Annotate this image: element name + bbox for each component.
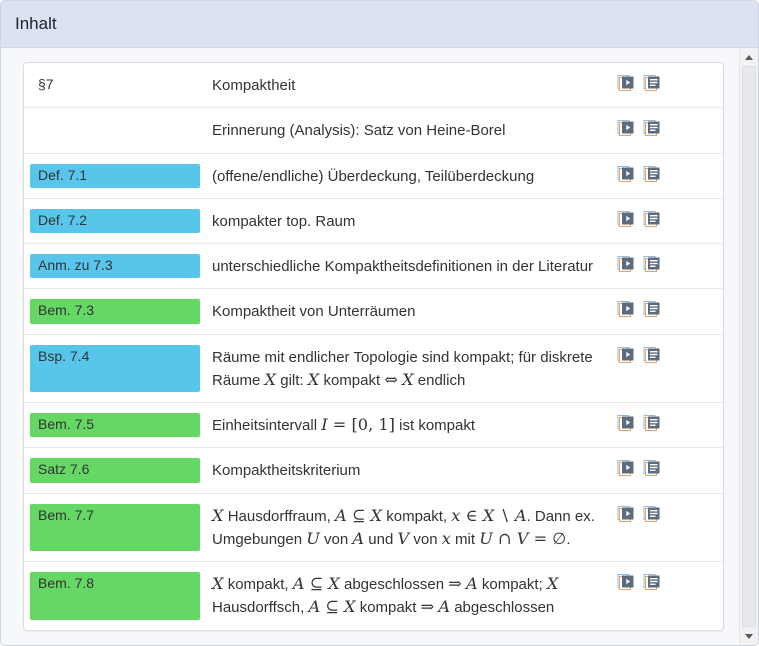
- item-badge: [30, 118, 200, 142]
- list-item: Erinnerung (Analysis): Satz von Heine-Bo…: [24, 108, 723, 154]
- video-pages-icon[interactable]: [617, 75, 634, 91]
- notes-pages-icon[interactable]: [643, 505, 660, 522]
- notes-pages-icon[interactable]: [643, 120, 660, 137]
- scrollbar-thumb[interactable]: [742, 66, 756, 627]
- panel-header: Inhalt: [1, 1, 758, 48]
- item-label: Satz 7.6: [38, 461, 90, 478]
- list-item: Bem. 7.5 Einheitsintervall I = [0, 1] is…: [24, 403, 723, 449]
- list-item: Bsp. 7.4 Räume mit endlicher Topologie s…: [24, 335, 723, 403]
- item-description: Räume mit endlicher Topologie sind kompa…: [212, 348, 593, 389]
- item-badge: Satz 7.6: [30, 458, 200, 483]
- item-badge: Def. 7.2: [30, 208, 200, 233]
- item-description: X kompakt, A ⊆ X abgeschlossen ⇒ A kompa…: [212, 574, 559, 617]
- item-description: Kompaktheitskriterium: [212, 462, 361, 480]
- item-label: Def. 7.1: [38, 166, 88, 183]
- item-badge: §7: [30, 73, 200, 97]
- notes-pages-icon[interactable]: [643, 165, 660, 182]
- scroll-content: §7 Kompaktheit: [1, 48, 739, 645]
- item-description: Erinnerung (Analysis): Satz von Heine-Bo…: [212, 122, 506, 140]
- item-actions: [617, 164, 660, 182]
- item-badge: Anm. zu 7.3: [30, 254, 200, 279]
- video-pages-icon[interactable]: [617, 574, 634, 590]
- scroll-up-button[interactable]: [740, 49, 758, 65]
- vertical-scrollbar[interactable]: [739, 48, 758, 645]
- item-badge: Bsp. 7.4: [30, 344, 200, 392]
- item-actions: [617, 458, 660, 477]
- notes-pages-icon[interactable]: [643, 460, 660, 477]
- list-item: Def. 7.2 kompakter top. Raum: [24, 199, 723, 244]
- notes-pages-icon[interactable]: [643, 415, 660, 431]
- item-label: Anm. zu 7.3: [38, 257, 113, 273]
- item-description: Einheitsintervall I = [0, 1] ist kompakt: [212, 415, 476, 434]
- list-item: Anm. zu 7.3 unterschiedliche Kompaktheit…: [24, 244, 723, 290]
- item-badge: Def. 7.1: [30, 163, 200, 188]
- item-badge: Bem. 7.5: [30, 413, 200, 438]
- toc-list: §7 Kompaktheit: [23, 62, 724, 631]
- video-pages-icon[interactable]: [617, 460, 634, 477]
- item-label: Def. 7.2: [38, 211, 88, 228]
- item-actions: [617, 118, 660, 137]
- item-badge: Bem. 7.8: [30, 572, 200, 620]
- arrow-up-icon: [745, 54, 753, 60]
- list-item: Def. 7.1 (offene/endliche) Überdeckung, …: [24, 154, 723, 199]
- item-description: Kompaktheit von Unterräumen: [212, 303, 416, 321]
- video-pages-icon[interactable]: [617, 301, 634, 318]
- item-actions: [617, 345, 660, 363]
- item-description: (offene/endliche) Überdeckung, Teilüberd…: [212, 167, 535, 185]
- video-pages-icon[interactable]: [617, 346, 634, 363]
- scroll-down-button[interactable]: [740, 628, 758, 644]
- item-actions: [617, 413, 660, 431]
- item-label: §7: [38, 76, 54, 92]
- list-item: §7 Kompaktheit: [24, 63, 723, 109]
- item-label: Bem. 7.8: [38, 575, 95, 591]
- video-pages-icon[interactable]: [617, 505, 634, 522]
- item-label: Bem. 7.3: [38, 302, 95, 319]
- list-item: Satz 7.6 Kompaktheitskriterium: [24, 448, 723, 494]
- item-actions: [617, 504, 660, 522]
- item-badge: Bem. 7.3: [30, 299, 200, 324]
- notes-pages-icon[interactable]: [643, 346, 660, 363]
- item-label: Bem. 7.5: [38, 416, 95, 432]
- video-pages-icon[interactable]: [617, 120, 634, 137]
- list-item: Bem. 7.8 X kompakt, A ⊆ X abgeschlossen …: [24, 562, 723, 630]
- item-label: Bem. 7.7: [38, 506, 95, 523]
- item-actions: [617, 209, 660, 227]
- arrow-down-icon: [745, 633, 753, 639]
- notes-pages-icon[interactable]: [643, 574, 660, 590]
- notes-pages-icon[interactable]: [643, 75, 660, 91]
- item-label: Bsp. 7.4: [38, 347, 90, 364]
- item-actions: [617, 572, 660, 590]
- list-item: Bem. 7.7 X Hausdorffraum, A ⊆ X kompakt,…: [24, 494, 723, 562]
- notes-pages-icon[interactable]: [643, 210, 660, 227]
- item-description: unterschiedliche Kompaktheitsdefinitione…: [212, 258, 594, 275]
- list-item: Bem. 7.3 Kompaktheit von Unterräumen: [24, 289, 723, 335]
- notes-pages-icon[interactable]: [643, 256, 660, 272]
- item-actions: [617, 254, 660, 272]
- item-description: X Hausdorffraum, A ⊆ X kompakt, x ∈ X ∖ …: [212, 505, 595, 548]
- item-actions: [617, 299, 660, 318]
- item-actions: [617, 73, 660, 91]
- notes-pages-icon[interactable]: [643, 301, 660, 318]
- video-pages-icon[interactable]: [617, 415, 634, 431]
- video-pages-icon[interactable]: [617, 256, 634, 272]
- video-pages-icon[interactable]: [617, 210, 634, 227]
- video-pages-icon[interactable]: [617, 165, 634, 182]
- item-description: kompakter top. Raum: [212, 212, 356, 230]
- item-description: Kompaktheit: [212, 77, 296, 94]
- page-title: Inhalt: [15, 14, 57, 33]
- item-badge: Bem. 7.7: [30, 503, 200, 551]
